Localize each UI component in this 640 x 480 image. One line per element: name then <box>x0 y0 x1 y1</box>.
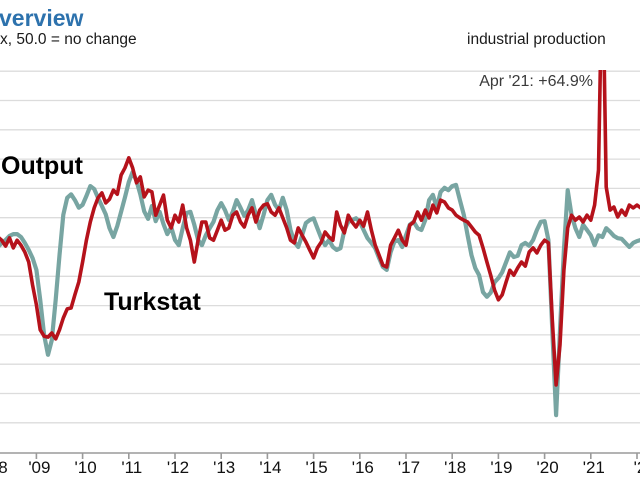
x-axis-label: '18 <box>444 458 467 477</box>
peak-annotation: Apr '21: +64.9% <box>479 73 593 90</box>
x-axis-label: '2 <box>633 458 640 477</box>
chart-subtitle: x, 50.0 = no change <box>0 31 137 48</box>
page-title: verview <box>0 5 84 31</box>
series-label-turkstat: Turkstat <box>104 288 201 316</box>
x-axis-label: '14 <box>259 458 282 477</box>
right-axis-title: industrial production <box>467 31 606 48</box>
x-axis-label: '10 <box>74 458 97 477</box>
x-axis-label: '12 <box>166 458 190 477</box>
x-axis-label: '13 <box>213 458 236 477</box>
x-axis-label: '21 <box>582 458 605 477</box>
x-axis-label: 8 <box>0 458 8 477</box>
series-label-output: Output <box>1 152 83 180</box>
x-axis-label: '15 <box>305 458 328 477</box>
x-axis-label: '19 <box>490 458 513 477</box>
x-axis-label: '16 <box>351 458 374 477</box>
x-axis-label: '11 <box>121 458 143 477</box>
x-axis-label: '17 <box>397 458 421 477</box>
x-axis-label: '09 <box>28 458 51 477</box>
x-axis-label: '20 <box>536 458 559 477</box>
